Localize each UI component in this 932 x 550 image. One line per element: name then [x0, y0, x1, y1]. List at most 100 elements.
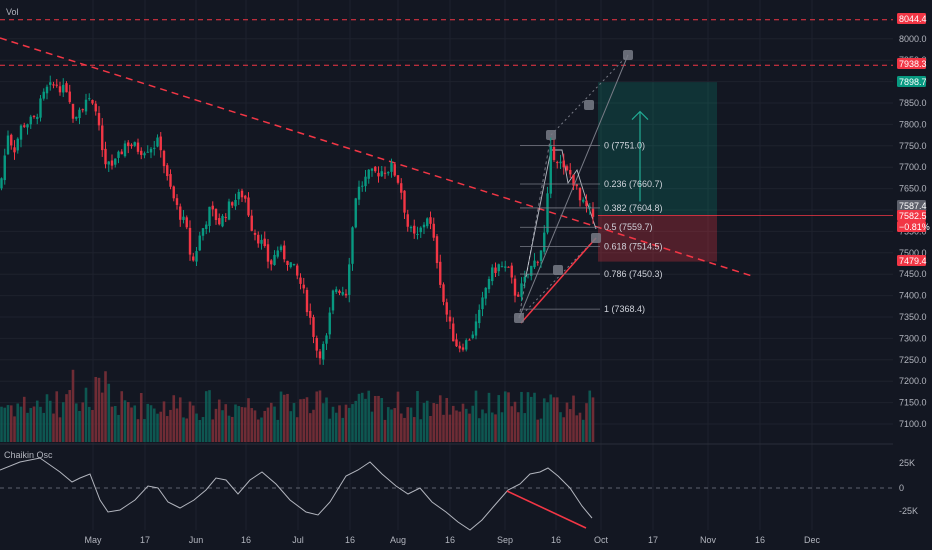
candle-body	[247, 197, 250, 216]
fib-level-label: 0.236 (7660.7)	[604, 179, 663, 189]
volume-bar	[253, 410, 257, 442]
candle-body	[36, 116, 39, 119]
candle-body	[192, 256, 195, 261]
volume-bar	[305, 397, 309, 442]
price-axis-label: 7500.0	[899, 248, 927, 258]
candle-body	[533, 260, 536, 268]
anchor-handle[interactable]	[584, 100, 594, 110]
volume-bar	[341, 417, 345, 442]
candle-body	[588, 206, 591, 208]
time-axis-label: Aug	[390, 535, 406, 545]
divergence-line[interactable]	[506, 490, 587, 529]
oscillator-axis-label: -25K	[899, 506, 918, 516]
volume-bar	[562, 417, 566, 442]
candle-body	[94, 103, 97, 112]
anchor-handle[interactable]	[623, 50, 633, 60]
volume-bar	[201, 417, 205, 442]
candle-body	[78, 109, 81, 119]
candle-body	[367, 169, 370, 179]
volume-bar	[208, 390, 211, 442]
fibonacci-retracement[interactable]: 0 (7751.0) 0.236 (7660.7) 0.382 (7604.8) 0.…	[520, 140, 663, 314]
price-axis-label: 7150.0	[899, 398, 927, 408]
volume-bar	[3, 407, 7, 442]
time-axis-label: Oct	[594, 535, 609, 545]
price-tag	[897, 200, 926, 211]
volume-bar	[9, 405, 13, 442]
volume-bar	[286, 393, 289, 442]
candle-body	[3, 155, 6, 181]
candle-body	[32, 116, 36, 118]
time-axis-label: Nov	[700, 535, 717, 545]
projection-line-dotted[interactable]	[550, 54, 629, 136]
candle-body	[266, 244, 270, 262]
candle-body	[432, 223, 435, 238]
candle-body	[42, 91, 45, 99]
volume-bar	[94, 376, 98, 442]
volume-bar	[331, 406, 335, 442]
long-position-tool[interactable]	[598, 82, 893, 262]
time-axis[interactable]: May 17 Jun 16 Jul 16 Aug 16 Sep 16 Oct 17 Nov 16 Dec	[84, 535, 820, 545]
volume-bar	[136, 419, 140, 442]
candle-body	[84, 99, 88, 112]
price-axis-label: 7400.0	[899, 291, 927, 301]
volume-bar	[107, 383, 111, 442]
volume-bar	[399, 413, 403, 442]
volume-bar	[578, 412, 582, 442]
volume-bar	[490, 412, 494, 442]
volume-bar	[552, 397, 556, 442]
anchor-handle[interactable]	[553, 265, 563, 275]
candle-body	[419, 227, 422, 233]
candle-body	[390, 162, 393, 172]
candle-body	[491, 267, 494, 282]
volume-bar	[45, 394, 49, 442]
candle-body	[198, 235, 201, 251]
candle-body	[543, 232, 546, 252]
fib-level-label: 0 (7751.0)	[604, 140, 645, 150]
volume-bar	[357, 393, 361, 442]
volume-bar	[104, 371, 107, 442]
candle-body	[406, 214, 409, 227]
candle-body	[422, 224, 426, 228]
price-axis-label: 8000.0	[899, 34, 927, 44]
candle-body	[445, 302, 448, 315]
volume-bar	[139, 392, 143, 442]
volume-bar	[13, 416, 16, 442]
candle-body	[110, 160, 114, 166]
candle-body	[500, 266, 504, 268]
anchor-handle[interactable]	[591, 233, 601, 243]
volume-bar	[516, 412, 520, 442]
volume-bar	[152, 408, 156, 442]
candle-body	[517, 294, 520, 297]
candle-body	[29, 116, 32, 125]
volume-bar	[325, 397, 328, 442]
candle-body	[153, 147, 156, 149]
candle-body	[461, 347, 465, 350]
candle-body	[234, 199, 237, 207]
volume-bar	[503, 391, 507, 442]
candle-body	[188, 227, 192, 255]
time-axis-label: Dec	[804, 535, 821, 545]
candle-body	[263, 238, 266, 247]
volume-bar	[396, 391, 400, 442]
volume-bar	[474, 390, 478, 442]
candle-body	[286, 260, 289, 266]
volume-bar	[279, 391, 283, 442]
projection-line-dotted[interactable]	[518, 237, 597, 319]
volume-bar	[52, 413, 55, 442]
candle-body	[315, 338, 318, 351]
candle-body	[270, 260, 273, 265]
volume-bar	[494, 414, 497, 442]
candle-body	[572, 174, 575, 186]
anchor-handle[interactable]	[514, 313, 524, 323]
volume-bar	[575, 415, 579, 442]
candle-body	[455, 339, 458, 347]
volume-bar	[468, 413, 471, 442]
volume-bar	[182, 417, 185, 442]
candle-body	[224, 216, 227, 218]
candle-body	[335, 289, 338, 293]
anchor-handle[interactable]	[546, 130, 556, 140]
price-axis-label: 7200.0	[899, 376, 927, 386]
volume-bar	[546, 402, 549, 442]
candle-body	[322, 343, 325, 360]
